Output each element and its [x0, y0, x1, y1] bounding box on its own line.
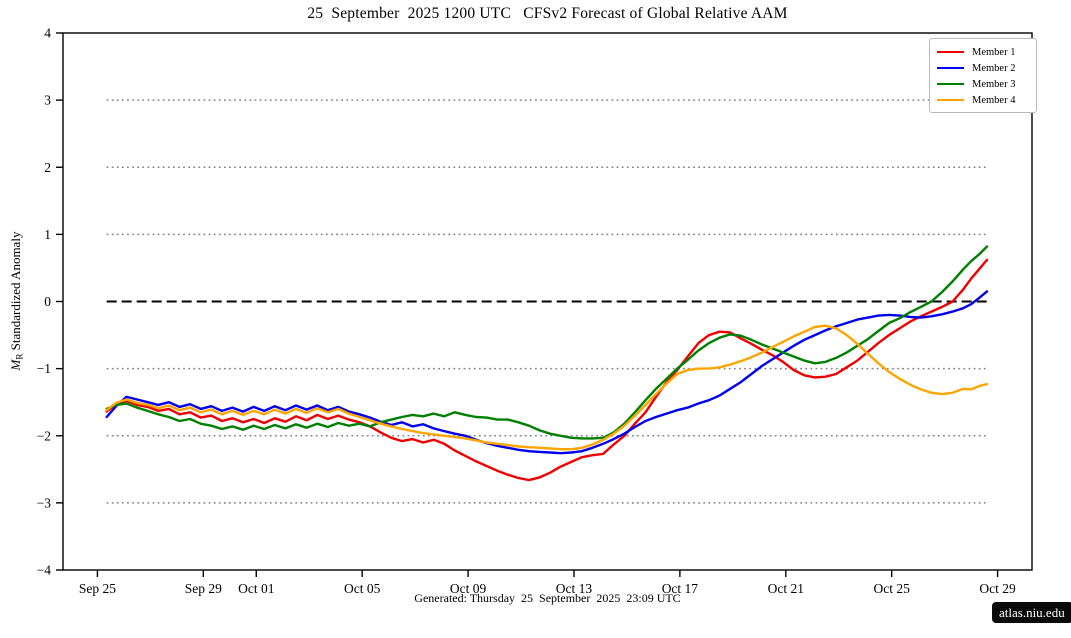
member-4-line-swatch — [937, 99, 964, 101]
legend-label-member-2: Member 2 — [972, 62, 1016, 74]
x-tick-label: Sep 25 — [79, 581, 116, 596]
y-tick-label: 1 — [44, 227, 51, 242]
legend-item-member-3: Member 3 — [937, 76, 1029, 92]
y-tick-label: −2 — [37, 428, 51, 443]
y-tick-label: −1 — [37, 361, 51, 376]
x-tick-label: Oct 09 — [450, 581, 487, 596]
legend-item-member-1: Member 1 — [937, 44, 1029, 60]
legend-item-member-4: Member 4 — [937, 92, 1029, 108]
y-tick-label: 3 — [44, 93, 51, 108]
series-line-member-2 — [105, 290, 989, 455]
x-tick-label: Oct 13 — [556, 581, 593, 596]
y-tick-label: 0 — [44, 294, 51, 309]
legend-label-member-4: Member 4 — [972, 94, 1016, 106]
y-tick-label: 4 — [44, 26, 51, 41]
x-tick-label: Sep 29 — [185, 581, 222, 596]
x-tick-label: Oct 17 — [662, 581, 699, 596]
x-tick-label: Oct 29 — [979, 581, 1016, 596]
member-1-line-swatch — [937, 51, 964, 53]
series-line-member-1 — [105, 258, 989, 482]
legend-item-member-2: Member 2 — [937, 60, 1029, 76]
legend-label-member-3: Member 3 — [972, 78, 1016, 90]
x-tick-label: Oct 05 — [344, 581, 381, 596]
y-tick-label: 2 — [44, 160, 51, 175]
y-tick-label: −3 — [37, 495, 52, 510]
x-tick-label: Oct 25 — [873, 581, 910, 596]
chart-title: 25 September 2025 1200 UTC CFSv2 Forecas… — [307, 5, 788, 22]
site-watermark-badge: atlas.niu.edu — [992, 602, 1071, 623]
x-tick-label: Oct 21 — [768, 581, 804, 596]
member-3-line-swatch — [937, 83, 964, 85]
member-2-line-swatch — [937, 67, 964, 69]
series-line-member-4 — [105, 324, 989, 451]
series-line-member-3 — [105, 245, 989, 440]
generated-timestamp: Generated: Thursday 25 September 2025 23… — [414, 591, 681, 605]
x-tick-label: Oct 01 — [238, 581, 274, 596]
legend-box: Member 1 Member 2 Member 3 Member 4 — [929, 38, 1037, 113]
legend-label-member-1: Member 1 — [972, 46, 1016, 58]
y-tick-label: −4 — [37, 563, 52, 578]
